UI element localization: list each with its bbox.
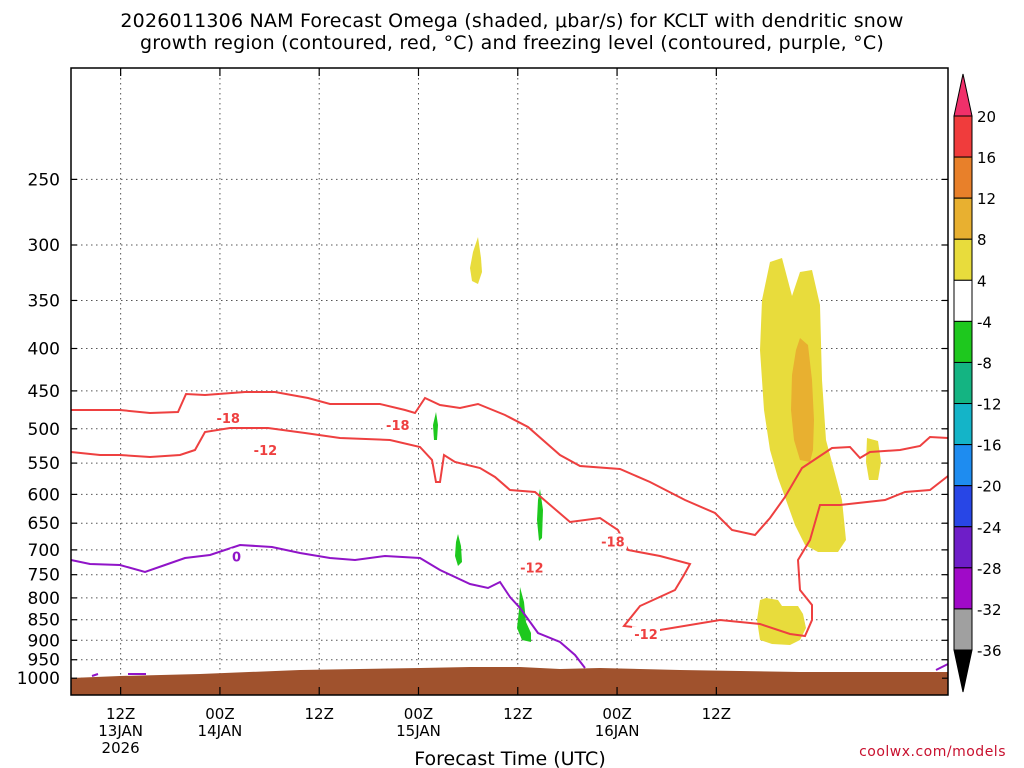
omega-upward-area-right — [866, 438, 881, 480]
colorbar-label-1: 16 — [977, 149, 996, 167]
site-credit: coolwx.com/models — [859, 744, 1006, 760]
contour-lines — [70, 391, 949, 677]
colorbar-label-9: -20 — [977, 478, 1002, 496]
colorbar-swatch-3 — [953, 197, 973, 240]
contour-label-4: -18 — [601, 536, 625, 551]
colorbar-label-6: -8 — [977, 354, 992, 372]
y-tick-label-450: 450 — [28, 382, 60, 402]
chart-title-line2: growth region (contoured, red, °C) and f… — [140, 32, 884, 54]
chart-title-line1: 2026011306 NAM Forecast Omega (shaded, μ… — [120, 10, 904, 32]
colorbar-bottom-triangle — [953, 649, 973, 693]
colorbar-label-7: -12 — [977, 396, 1002, 414]
contour-label-2: -18 — [386, 419, 410, 434]
colorbar-swatch-6 — [953, 320, 973, 363]
colorbar-swatch-5 — [953, 279, 973, 322]
y-tick-label-400: 400 — [28, 340, 60, 360]
x-tick-label-72-1: 16JAN — [595, 722, 640, 740]
contour-label-bg-4 — [598, 533, 627, 549]
freezing-level-line-right — [935, 663, 949, 671]
contour-label-1: -12 — [254, 444, 278, 459]
x-tick-label-72-0: 00Z — [602, 705, 631, 723]
y-tick-label-750: 750 — [28, 566, 60, 586]
y-tick-label-650: 650 — [28, 514, 60, 534]
colorbar-swatch-11 — [953, 526, 973, 569]
colorbar-label-11: -28 — [977, 560, 1002, 578]
contour-label-3: -12 — [520, 561, 544, 576]
y-tick-label-700: 700 — [28, 541, 60, 561]
x-tick-label-12-2: 2026 — [102, 739, 140, 757]
y-tick-label-950: 950 — [28, 651, 60, 671]
x-tick-label-60-0: 12Z — [503, 705, 532, 723]
x-tick-label-24-0: 00Z — [205, 705, 234, 723]
y-tick-label-600: 600 — [28, 485, 60, 505]
x-tick-label-24-1: 14JAN — [198, 722, 243, 740]
axes: 2503003504004505005506006507007508008509… — [17, 68, 948, 757]
colorbar-label-5: -4 — [977, 313, 992, 331]
terrain-ground — [71, 667, 948, 695]
y-tick-label-300: 300 — [28, 236, 60, 256]
contour-label-bg-6 — [230, 548, 243, 564]
omega-upward-area-low — [757, 598, 806, 645]
freezing-level-line-left — [91, 673, 146, 677]
y-tick-label-800: 800 — [28, 589, 60, 609]
x-tick-label-48-0: 00Z — [404, 705, 433, 723]
contour-label-bg-5 — [632, 626, 661, 642]
x-axis-label: Forecast Time (UTC) — [414, 748, 605, 768]
omega-upward-area-small — [470, 237, 482, 284]
y-tick-label-850: 850 — [28, 611, 60, 631]
colorbar-swatch-2 — [953, 156, 973, 199]
contour-minus12-line — [70, 427, 949, 638]
colorbar-label-3: 8 — [977, 231, 987, 249]
colorbar-swatch-12 — [953, 567, 973, 610]
x-tick-label-48-1: 15JAN — [396, 722, 441, 740]
colorbar-swatch-9 — [953, 444, 973, 487]
colorbar-top-triangle — [953, 73, 973, 117]
plot-frame — [70, 67, 949, 696]
contour-label-bg-3 — [517, 559, 546, 575]
x-tick-label-84-0: 12Z — [702, 705, 731, 723]
colorbar-label-8: -16 — [977, 437, 1002, 455]
omega-downward-area-3 — [537, 489, 543, 541]
colorbar-swatch-4 — [953, 238, 973, 281]
colorbar-swatch-7 — [953, 361, 973, 405]
x-tick-label-12-1: 13JAN — [98, 722, 143, 740]
y-tick-label-900: 900 — [28, 631, 60, 651]
colorbar-label-4: 4 — [977, 272, 987, 290]
colorbar-swatch-13 — [953, 608, 973, 651]
omega-downward-area-1 — [433, 412, 438, 440]
y-tick-label-1000: 1000 — [17, 669, 60, 689]
colorbar-label-10: -24 — [977, 519, 1002, 537]
colorbar-label-2: 12 — [977, 190, 996, 208]
colorbar-label-12: -32 — [977, 601, 1002, 619]
colorbar-swatch-10 — [953, 485, 973, 528]
y-tick-label-550: 550 — [28, 454, 60, 474]
y-tick-label-500: 500 — [28, 420, 60, 440]
colorbar-label-0: 20 — [977, 108, 996, 126]
x-tick-label-36-0: 12Z — [305, 705, 334, 723]
omega-upward-area-core — [791, 338, 814, 462]
contour-label-6: 0 — [232, 550, 241, 565]
contour-minus18-line — [71, 391, 949, 537]
y-tick-label-350: 350 — [28, 291, 60, 311]
contour-label-bg-1 — [251, 441, 280, 457]
freezing-level-line — [70, 543, 586, 669]
contour-label-bg-2 — [383, 417, 412, 433]
contour-label-5: -12 — [634, 628, 658, 643]
contour-label-0: -18 — [216, 412, 240, 427]
colorbar: 20 16 12 8 4 -4 -8 -12 -16 -20 -24 -28 -32 -36 — [953, 73, 1002, 693]
colorbar-swatch-1 — [953, 115, 973, 158]
contour-label-bg-0 — [214, 409, 243, 425]
colorbar-label-13: -36 — [977, 642, 1002, 660]
contour-labels: -18 -12 -18 -12 -18 -12 0 — [214, 409, 661, 643]
y-tick-label-250: 250 — [28, 170, 60, 190]
colorbar-swatch-8 — [953, 403, 973, 446]
omega-downward-area-2 — [455, 534, 462, 566]
x-tick-label-12-0: 12Z — [106, 705, 135, 723]
omega-shading — [433, 237, 881, 645]
